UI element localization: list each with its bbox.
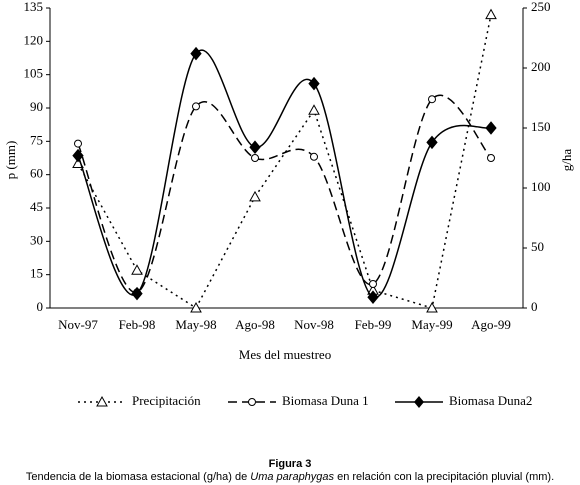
x-tick-label: Nov-98 xyxy=(294,317,334,332)
series-line xyxy=(77,14,492,310)
y2-tick-label: 100 xyxy=(531,179,551,194)
y2-axis-label: g/ha xyxy=(559,149,574,172)
caption-text: en relación con la precipitación pluvial… xyxy=(334,471,554,483)
x-tick-label: Nov-97 xyxy=(58,317,98,332)
series-line xyxy=(77,94,492,294)
y2-tick-label: 50 xyxy=(531,239,544,254)
marker-diamond xyxy=(72,148,84,163)
x-tick-label: Feb-99 xyxy=(355,317,392,332)
y-tick-label: 135 xyxy=(24,0,44,14)
y-tick-label: 60 xyxy=(30,166,43,181)
marker-triangle xyxy=(249,190,261,202)
x-tick-label: May-99 xyxy=(411,317,452,332)
marker-diamond xyxy=(308,76,320,91)
marker-triangle xyxy=(190,301,202,313)
x-tick-label: Ago-98 xyxy=(235,317,275,332)
legend-marker xyxy=(414,396,424,408)
caption-text: Tendencia de la biomasa estacional (g/ha… xyxy=(26,471,250,483)
y-axis-label: p (mm) xyxy=(3,141,18,180)
y-tick-label: 0 xyxy=(37,299,44,314)
marker-diamond xyxy=(367,290,379,304)
y2-tick-label: 200 xyxy=(531,59,551,74)
x-tick-label: Feb-98 xyxy=(119,317,156,332)
marker-triangle xyxy=(485,8,497,20)
x-axis-label: Mes del muestreo xyxy=(239,347,331,362)
y-tick-label: 120 xyxy=(24,32,44,47)
marker-circle xyxy=(251,154,259,162)
marker-diamond xyxy=(190,46,202,61)
legend-marker xyxy=(96,395,108,407)
y-tick-label: 30 xyxy=(30,232,43,247)
marker-circle xyxy=(428,95,436,104)
caption: Tendencia de la biomasa estacional (g/ha… xyxy=(26,471,554,483)
y-tick-label: 45 xyxy=(30,199,43,214)
series-line xyxy=(77,49,492,298)
y2-tick-label: 150 xyxy=(531,119,551,134)
y-tick-label: 90 xyxy=(30,99,43,114)
legend-label: Biomasa Duna 1 xyxy=(282,393,369,408)
legend-item: Precipitación xyxy=(78,393,201,408)
marker-triangle xyxy=(131,264,143,275)
x-tick-label: Ago-99 xyxy=(471,317,511,332)
legend-label: Precipitación xyxy=(132,393,201,408)
legend-marker xyxy=(248,398,256,406)
figure-label: Figura 3 xyxy=(269,458,312,470)
legend-item: Biomasa Duna 1 xyxy=(228,393,369,408)
marker-diamond xyxy=(426,135,438,150)
legend-item: Biomasa Duna2 xyxy=(395,393,532,408)
marker-diamond xyxy=(485,121,497,135)
marker-circle xyxy=(74,139,82,148)
marker-triangle xyxy=(308,104,320,115)
marker-circle xyxy=(310,152,318,161)
marker-circle xyxy=(369,280,377,288)
marker-triangle xyxy=(426,301,438,313)
x-tick-label: May-98 xyxy=(175,317,216,332)
y-tick-label: 105 xyxy=(24,66,44,81)
legend-label: Biomasa Duna2 xyxy=(449,393,532,408)
y-tick-label: 75 xyxy=(30,132,43,147)
y2-tick-label: 0 xyxy=(531,299,538,314)
y-tick-label: 15 xyxy=(30,266,43,281)
caption-species: Uma paraphygas xyxy=(250,471,334,483)
y2-tick-label: 250 xyxy=(531,0,551,14)
marker-circle xyxy=(192,102,200,111)
marker-diamond xyxy=(131,286,143,301)
marker-circle xyxy=(487,154,495,162)
marker-diamond xyxy=(249,140,261,154)
